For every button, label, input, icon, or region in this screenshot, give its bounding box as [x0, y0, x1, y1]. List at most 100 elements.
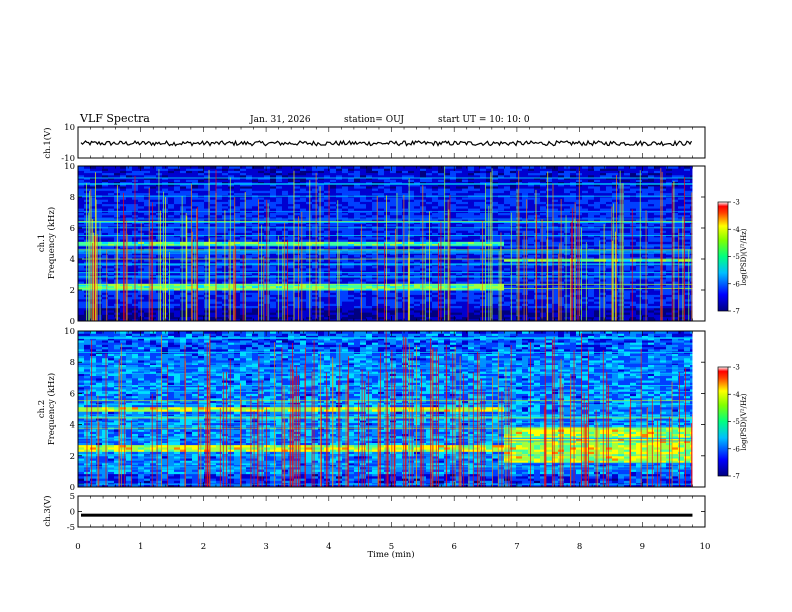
spectrogram-cell [126, 261, 133, 264]
spectrogram-cell [210, 201, 217, 205]
spectrogram-cell [246, 259, 253, 262]
spectrogram-cell [450, 223, 457, 227]
spectrogram-cell [270, 208, 277, 211]
spectrogram-cell [216, 281, 223, 284]
spectrogram-cell [96, 272, 103, 276]
spectrogram-cell [342, 316, 349, 320]
spectrogram-cell [174, 305, 181, 309]
spectrogram-cell [270, 197, 277, 200]
spectrogram-cell [126, 303, 133, 307]
spectrogram-cell [276, 259, 283, 262]
spectrogram-cell [366, 241, 373, 245]
spectrogram-cell [252, 203, 259, 207]
spectrogram-cell [258, 190, 265, 194]
spectrogram-cell [378, 236, 385, 240]
spectrogram-cell [408, 270, 415, 273]
spectrogram-cell [378, 166, 385, 169]
spectrogram-cell [366, 278, 373, 282]
spectrogram-cell [324, 179, 331, 183]
spectrogram-cell [228, 292, 235, 295]
spectrogram-cell [474, 292, 481, 295]
spectrogram-cell [360, 197, 367, 200]
spectrogram-cell [168, 199, 175, 202]
spectrogram-cell [306, 292, 313, 295]
spectrogram-cell [252, 252, 259, 256]
spectrogram-cell [294, 298, 301, 302]
header-date: Jan. 31, 2026 [249, 115, 311, 125]
spectrogram-cell [300, 219, 307, 222]
spectrogram-cell [228, 199, 235, 202]
spectrogram-cell [444, 278, 451, 282]
spectrogram-cell [486, 219, 493, 222]
spectrogram-cell [456, 312, 463, 315]
spectrogram-cell [312, 245, 319, 249]
spectrogram-cell [348, 256, 355, 260]
spectrogram-cell [228, 205, 235, 209]
spectrogram-cell [168, 172, 175, 176]
spectrogram-cell [318, 199, 325, 202]
spectrogram-cell [144, 318, 151, 321]
spectrogram-cell [324, 190, 331, 194]
spectrogram-cell [402, 245, 409, 249]
spectrogram-cell [126, 199, 133, 202]
spectrogram-cell [390, 292, 397, 295]
spectrogram-cell [312, 265, 319, 269]
spectrogram-cell [384, 188, 391, 191]
spectrogram-cell [414, 197, 421, 200]
spectrogram-cell [396, 216, 403, 220]
spectrogram-cell [330, 239, 337, 242]
spectrogram-cell [456, 197, 463, 200]
spectrogram-cell [372, 298, 379, 302]
spectrogram-cell [216, 276, 223, 280]
spectrogram-cell [300, 309, 307, 313]
spectrogram-cell [210, 166, 217, 169]
spectrogram-cell [96, 201, 103, 205]
spectrogram-cell [246, 183, 253, 187]
spectrogram-cell [360, 216, 367, 220]
spectrogram-cell [78, 183, 85, 187]
spectrogram-cell [402, 183, 409, 187]
spectrogram-cell [210, 294, 217, 298]
spectrogram-cell [396, 199, 403, 202]
spectrogram-cell [204, 270, 211, 273]
spectrogram-cell [210, 181, 217, 185]
spectrogram-cell [486, 272, 493, 276]
spectrogram-cell [216, 205, 223, 209]
spectrogram-cell [450, 181, 457, 185]
spectrogram-cell [186, 168, 193, 171]
spectrogram-cell [78, 170, 85, 174]
spectrogram-cell [408, 252, 415, 256]
spectrogram-cell [420, 168, 427, 171]
spectrogram-cell [102, 208, 109, 211]
spectrogram-cell [336, 168, 343, 171]
spectrogram-cell [390, 312, 397, 315]
spectrogram-cell [444, 265, 451, 269]
spectrogram-cell [282, 172, 289, 176]
spectrogram-cell [216, 270, 223, 273]
spectrogram-cell [288, 208, 295, 211]
spectrogram-cell [192, 214, 199, 218]
spectrogram-cell [150, 185, 157, 189]
spectrogram-cell [408, 312, 415, 315]
spectrogram-cell [312, 278, 319, 282]
spectrogram-cell [216, 201, 223, 205]
spectrogram-cell [462, 192, 469, 196]
spectrogram-cell [234, 247, 241, 251]
spectrogram-cell [282, 278, 289, 282]
spectrogram-cell [306, 272, 313, 276]
spectrogram-cell [438, 181, 445, 185]
spectrogram-cell [396, 236, 403, 240]
spectrogram-cell [102, 181, 109, 185]
spectrogram-cell [420, 252, 427, 256]
spectrogram-cell [396, 205, 403, 209]
spectrogram-cell [336, 208, 343, 211]
spectrogram-cell [414, 216, 421, 220]
spectrogram-cell [234, 223, 241, 227]
spectrogram-cell [414, 172, 421, 176]
spectrogram-cell [354, 181, 361, 185]
spectrogram-cell [150, 314, 157, 318]
spectrogram-cell [468, 303, 475, 307]
spectrogram-cell [348, 214, 355, 218]
spectrogram-cell [486, 216, 493, 220]
spectrogram-cell [450, 314, 457, 318]
